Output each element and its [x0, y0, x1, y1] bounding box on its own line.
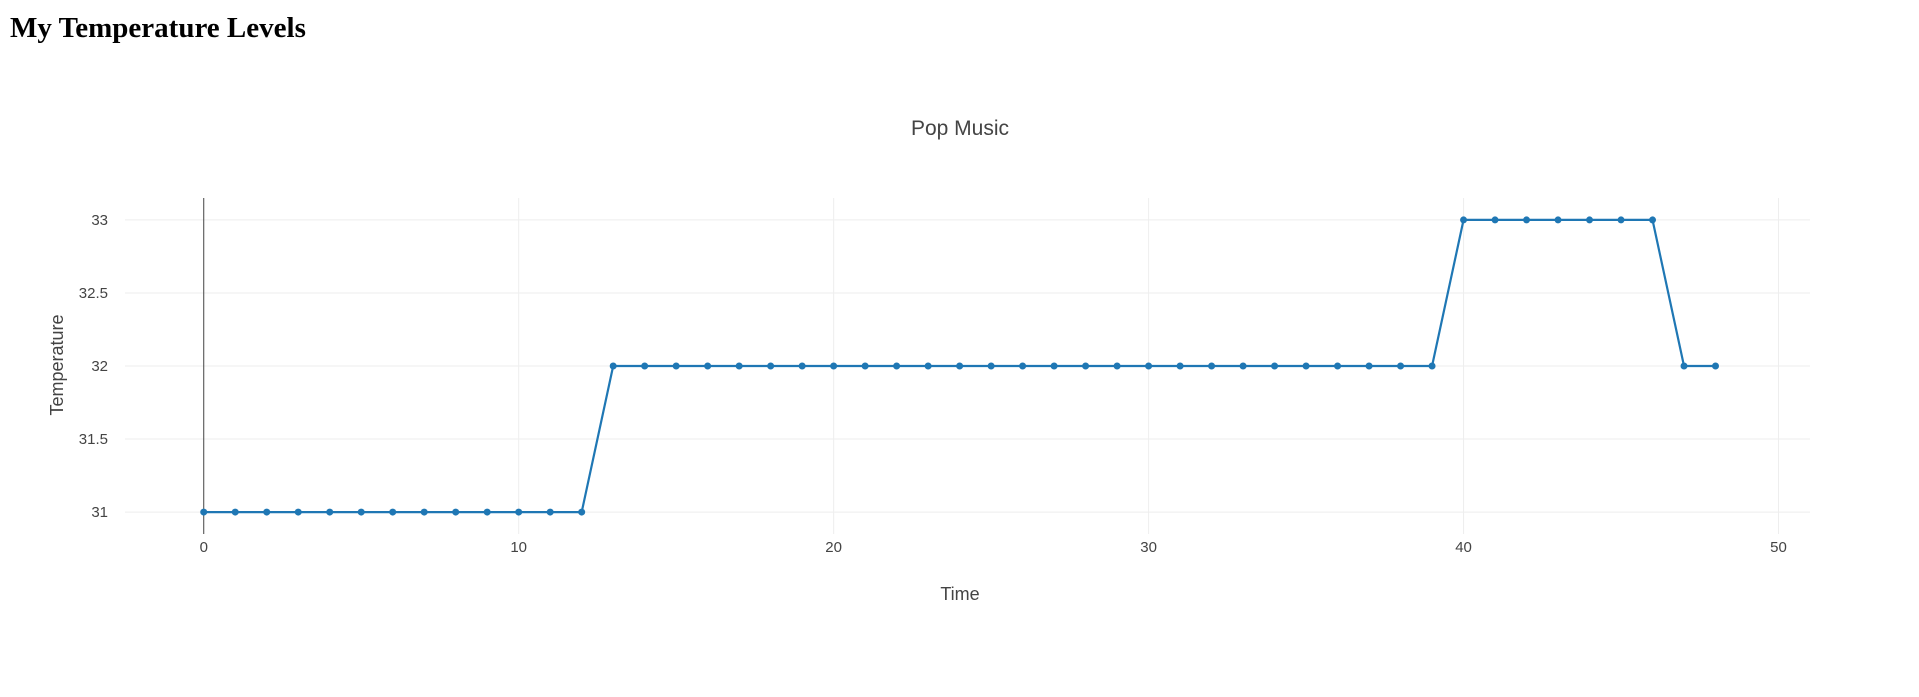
- data-point[interactable]: [956, 362, 964, 370]
- data-point[interactable]: [830, 362, 838, 370]
- data-point[interactable]: [1680, 362, 1688, 370]
- y-tick-label: 33: [91, 212, 108, 229]
- x-tick-label: 50: [1770, 539, 1787, 556]
- data-point[interactable]: [294, 508, 302, 516]
- data-point[interactable]: [546, 508, 554, 516]
- data-point[interactable]: [1050, 362, 1058, 370]
- x-tick-label: 30: [1140, 539, 1157, 556]
- data-point[interactable]: [1428, 362, 1436, 370]
- data-point[interactable]: [1617, 216, 1625, 224]
- data-point[interactable]: [1208, 362, 1216, 370]
- y-tick-label: 31: [91, 504, 108, 521]
- data-point[interactable]: [1334, 362, 1342, 370]
- data-point[interactable]: [1460, 216, 1468, 224]
- data-point[interactable]: [1082, 362, 1090, 370]
- data-point[interactable]: [1586, 216, 1594, 224]
- data-point[interactable]: [1712, 362, 1720, 370]
- data-point[interactable]: [1176, 362, 1184, 370]
- data-point[interactable]: [357, 508, 365, 516]
- data-point[interactable]: [1239, 362, 1247, 370]
- data-point[interactable]: [798, 362, 806, 370]
- data-point[interactable]: [389, 508, 397, 516]
- data-point[interactable]: [1523, 216, 1531, 224]
- y-tick-label: 32: [91, 358, 108, 375]
- data-point[interactable]: [609, 362, 617, 370]
- data-point[interactable]: [1554, 216, 1562, 224]
- y-axis-title: Temperature: [47, 314, 67, 415]
- chart-title: Pop Music: [911, 117, 1009, 140]
- x-axis-title: Time: [940, 584, 979, 604]
- data-point[interactable]: [1271, 362, 1279, 370]
- data-point[interactable]: [1113, 362, 1121, 370]
- data-point[interactable]: [641, 362, 649, 370]
- data-point[interactable]: [987, 362, 995, 370]
- data-point[interactable]: [1019, 362, 1027, 370]
- x-tick-label: 20: [825, 539, 842, 556]
- data-point[interactable]: [200, 508, 208, 516]
- x-tick-label: 0: [200, 539, 208, 556]
- x-tick-label: 40: [1455, 539, 1472, 556]
- data-point[interactable]: [893, 362, 901, 370]
- data-point[interactable]: [1491, 216, 1499, 224]
- series-layer: [200, 216, 1720, 516]
- data-point[interactable]: [1397, 362, 1405, 370]
- data-point[interactable]: [1649, 216, 1657, 224]
- data-point[interactable]: [704, 362, 712, 370]
- data-point[interactable]: [1365, 362, 1373, 370]
- page-heading: My Temperature Levels: [10, 12, 306, 44]
- tick-labels: 0 10 20 30 40 50 31 31.5 32 32.5 33: [79, 212, 1787, 556]
- x-tick-label: 10: [510, 539, 527, 556]
- data-point[interactable]: [420, 508, 428, 516]
- y-tick-label: 31.5: [79, 431, 108, 448]
- data-point[interactable]: [1302, 362, 1310, 370]
- data-point[interactable]: [924, 362, 932, 370]
- data-point[interactable]: [735, 362, 743, 370]
- data-point[interactable]: [326, 508, 334, 516]
- data-point[interactable]: [672, 362, 680, 370]
- data-point[interactable]: [483, 508, 491, 516]
- data-point[interactable]: [767, 362, 775, 370]
- data-point[interactable]: [231, 508, 239, 516]
- y-tick-label: 32.5: [79, 285, 108, 302]
- data-point[interactable]: [263, 508, 271, 516]
- data-point[interactable]: [515, 508, 523, 516]
- data-point[interactable]: [861, 362, 869, 370]
- data-point[interactable]: [1145, 362, 1153, 370]
- data-point[interactable]: [578, 508, 586, 516]
- data-point[interactable]: [452, 508, 460, 516]
